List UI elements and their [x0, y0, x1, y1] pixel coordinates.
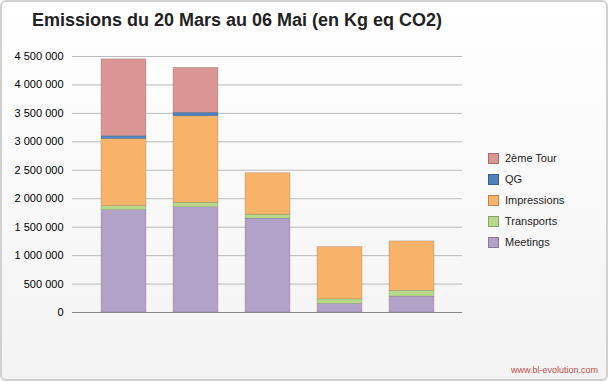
- svg-text:0: 0: [57, 306, 63, 318]
- html-text:Transports: Transports: [505, 215, 558, 227]
- html-text:Meetings: Meetings: [505, 236, 550, 248]
- svg-text:4 500 000: 4 500 000: [15, 50, 64, 62]
- svg-text:1 000 000: 1 000 000: [15, 249, 64, 261]
- svg-text:1 500 000: 1 500 000: [15, 221, 64, 233]
- html-text:QG: QG: [505, 173, 523, 185]
- svg-text:3 000 000: 3 000 000: [15, 135, 64, 147]
- svg-text:3 500 000: 3 500 000: [15, 107, 64, 119]
- svg-text:500 000: 500 000: [24, 278, 64, 290]
- html-text:2ème Tour: 2ème Tour: [505, 152, 557, 164]
- html-text:Impressions: Impressions: [505, 194, 565, 206]
- html-text:Emissions du 20 Mars au 06 Mai: Emissions du 20 Mars au 06 Mai (en Kg eq…: [31, 10, 443, 30]
- svg-text:2 000 000: 2 000 000: [15, 192, 64, 204]
- html-text:www.bl-evolution.com: www.bl-evolution.com: [511, 365, 598, 375]
- svg-text:2 500 000: 2 500 000: [15, 164, 64, 176]
- svg-text:4 000 000: 4 000 000: [15, 78, 64, 90]
